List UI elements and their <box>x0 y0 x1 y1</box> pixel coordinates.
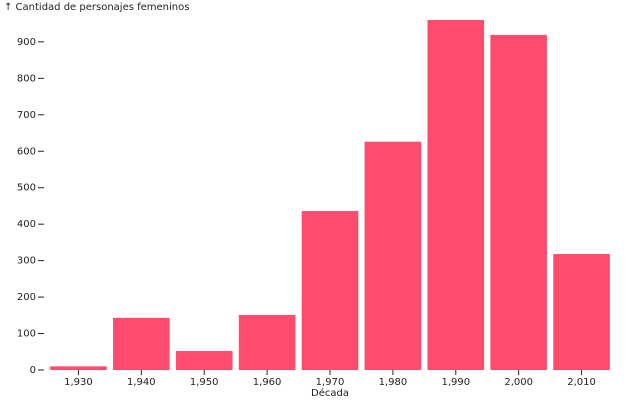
bar <box>553 254 610 370</box>
y-tick-label: 400 <box>17 219 36 230</box>
y-tick-label: 0 <box>30 365 36 376</box>
y-tick-label: 500 <box>17 183 36 194</box>
bar <box>301 211 359 370</box>
x-tick-label: 1,940 <box>127 377 156 388</box>
y-axis-title: ↑ Cantidad de personajes femeninos <box>4 2 189 13</box>
bar <box>50 366 107 370</box>
x-tick-label: 2,000 <box>504 377 533 388</box>
x-tick-label: 1,930 <box>64 377 93 388</box>
y-tick-label: 100 <box>17 329 36 340</box>
y-tick-label: 300 <box>17 256 36 267</box>
x-tick-label: 2,010 <box>567 377 596 388</box>
y-tick-label: 900 <box>17 37 36 48</box>
x-tick-label: 1,970 <box>316 377 345 388</box>
y-tick-label: 600 <box>17 146 36 157</box>
bar <box>238 314 296 370</box>
bar <box>113 317 170 370</box>
y-tick-label: 200 <box>17 292 36 303</box>
x-tick-label: 1,990 <box>441 377 470 388</box>
x-axis-title: Década <box>311 387 349 399</box>
bar <box>364 141 422 370</box>
bar <box>175 351 233 370</box>
x-tick-label: 1,980 <box>379 377 408 388</box>
y-tick-label: 700 <box>17 110 36 121</box>
x-tick-label: 1,950 <box>190 377 219 388</box>
x-tick-label: 1,960 <box>253 377 282 388</box>
bar <box>490 34 547 371</box>
bar <box>427 20 485 370</box>
y-tick-label: 800 <box>17 73 36 84</box>
